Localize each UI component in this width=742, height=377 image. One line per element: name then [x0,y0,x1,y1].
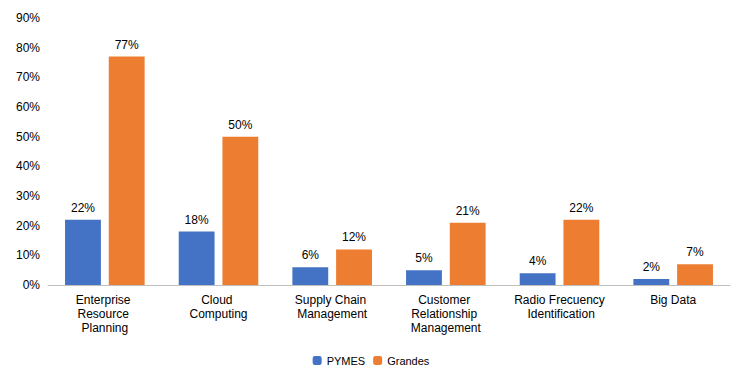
svg-text:Computing: Computing [189,307,247,321]
svg-text:21%: 21% [456,204,480,218]
svg-text:Customer: Customer [418,293,473,307]
svg-text:Resource: Resource [77,307,132,321]
svg-text:22%: 22% [71,201,95,215]
svg-text:Radio Frecuency: Radio Frecuency [514,293,605,307]
svg-text:22%: 22% [569,201,593,215]
svg-text:PYMES: PYMES [327,355,366,367]
svg-text:20%: 20% [16,219,40,233]
svg-text:6%: 6% [302,248,320,262]
svg-text:Big Data: Big Data [650,293,696,307]
svg-text:60%: 60% [16,100,40,114]
svg-text:50%: 50% [228,118,252,132]
svg-text:Cloud: Cloud [201,293,236,307]
svg-text:70%: 70% [16,70,40,84]
svg-text:Grandes: Grandes [387,355,430,367]
svg-text:12%: 12% [342,230,366,244]
svg-text:Management: Management [411,321,482,335]
svg-text:Management: Management [297,307,368,321]
svg-text:0%: 0% [23,278,41,292]
svg-text:5%: 5% [415,251,433,265]
svg-text:18%: 18% [185,213,209,227]
svg-text:Planning: Planning [81,321,128,335]
svg-text:80%: 80% [16,41,40,55]
svg-text:Relationship: Relationship [411,307,480,321]
svg-text:Identification: Identification [524,307,595,321]
svg-text:Supply Chain: Supply Chain [295,293,370,307]
svg-text:90%: 90% [16,11,40,25]
svg-text:10%: 10% [16,248,40,262]
svg-text:4%: 4% [529,254,547,268]
svg-text:Enterprise: Enterprise [76,293,134,307]
svg-text:30%: 30% [16,189,40,203]
svg-text:77%: 77% [115,38,139,52]
svg-text:2%: 2% [643,260,661,274]
svg-text:7%: 7% [686,245,704,259]
svg-text:50%: 50% [16,130,40,144]
svg-text:40%: 40% [16,159,40,173]
